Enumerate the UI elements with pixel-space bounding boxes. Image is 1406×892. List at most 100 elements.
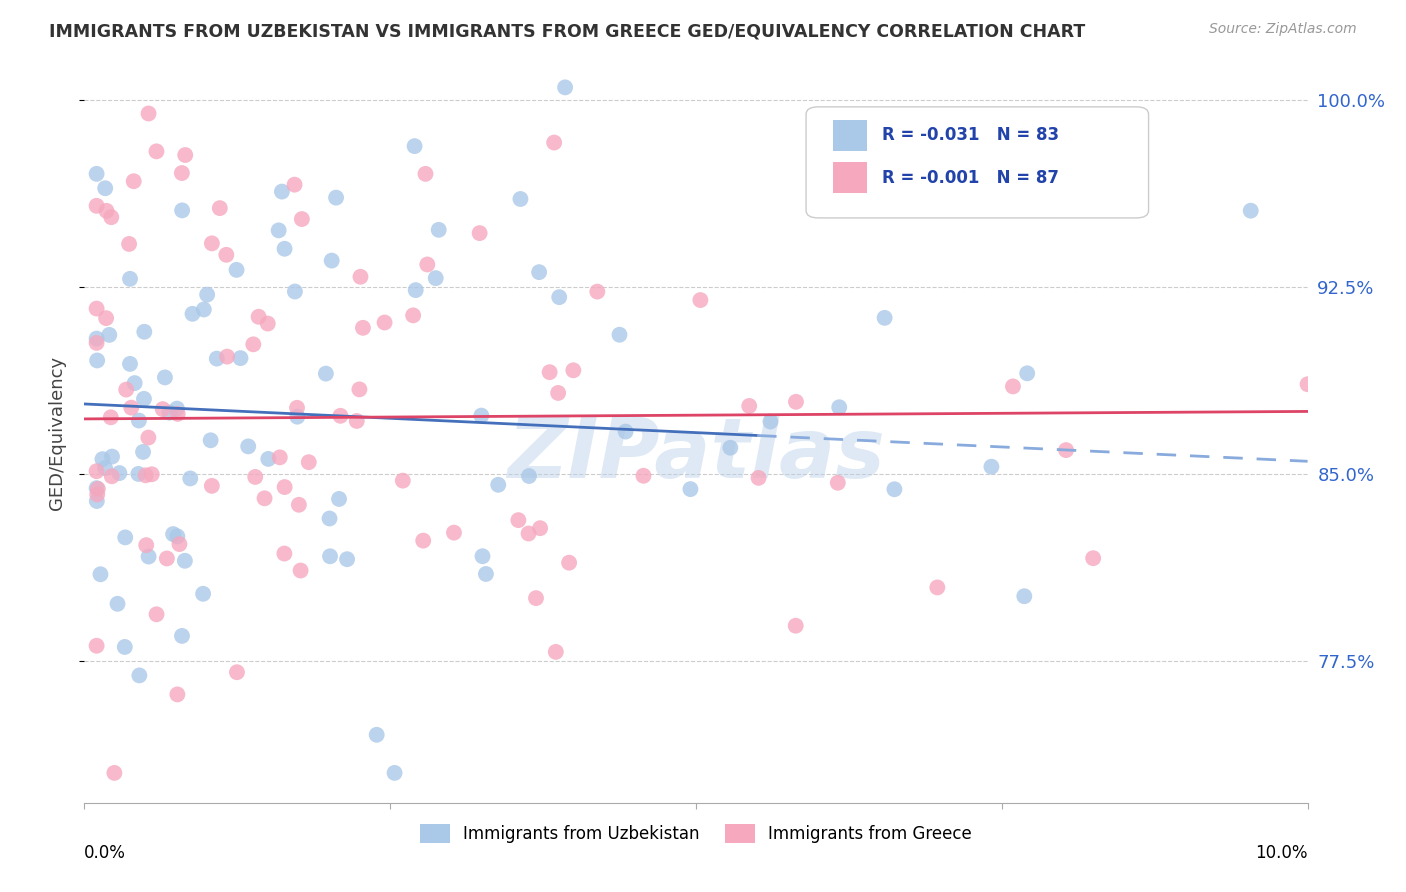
Point (138, 431, 160, 445)
Point (1014, 589, 1036, 603)
Point (927, 581, 949, 595)
Point (152, 402, 174, 417)
Point (86, 301, 108, 316)
Point (122, 174, 145, 188)
Point (273, 480, 295, 494)
Text: 10.0%: 10.0% (1256, 844, 1308, 862)
Point (247, 310, 270, 324)
Point (328, 491, 350, 506)
Point (517, 469, 540, 483)
Point (141, 467, 163, 482)
Point (405, 283, 427, 297)
Point (349, 383, 371, 397)
Point (679, 482, 702, 496)
Point (470, 409, 492, 423)
Point (547, 386, 569, 401)
Point (425, 271, 447, 285)
Point (738, 399, 761, 413)
Point (827, 475, 849, 490)
Point (195, 287, 218, 301)
Point (96, 203, 118, 218)
Point (384, 765, 406, 780)
Point (415, 167, 437, 181)
Point (115, 383, 138, 397)
Point (609, 327, 631, 342)
Point (269, 450, 291, 465)
Point (284, 285, 307, 299)
Point (86, 335, 108, 350)
Point (225, 263, 247, 277)
Point (527, 265, 550, 279)
Y-axis label: GED/Equivalency: GED/Equivalency (48, 356, 66, 509)
Point (508, 513, 530, 527)
Point (238, 439, 260, 453)
Point (166, 401, 188, 416)
Point (138, 106, 160, 120)
Legend: Immigrants from Uzbekistan, Immigrants from Greece: Immigrants from Uzbekistan, Immigrants f… (413, 817, 979, 850)
Point (257, 451, 280, 466)
Point (785, 618, 807, 632)
Point (174, 148, 197, 162)
Point (614, 425, 637, 439)
Point (759, 415, 782, 429)
Point (517, 526, 540, 541)
Point (91, 452, 114, 467)
Point (120, 401, 142, 415)
Point (215, 248, 238, 262)
Point (325, 191, 347, 205)
Point (170, 166, 193, 180)
Point (1081, 551, 1104, 566)
Point (1001, 379, 1024, 393)
Point (166, 529, 188, 543)
Point (1240, 203, 1263, 218)
Point (529, 521, 551, 535)
Point (321, 253, 343, 268)
Point (145, 607, 167, 622)
Text: IMMIGRANTS FROM UZBEKISTAN VS IMMIGRANTS FROM GREECE GED/EQUIVALENCY CORRELATION: IMMIGRANTS FROM UZBEKISTAN VS IMMIGRANTS… (49, 22, 1085, 40)
Point (181, 307, 204, 321)
Point (193, 302, 215, 317)
Point (132, 392, 155, 406)
Point (273, 242, 295, 256)
Point (86, 481, 108, 495)
Point (101, 450, 124, 464)
Point (135, 538, 157, 552)
Point (391, 474, 413, 488)
FancyBboxPatch shape (832, 120, 868, 151)
Point (98, 327, 121, 342)
Point (486, 477, 509, 491)
Point (346, 414, 368, 428)
Point (172, 203, 194, 218)
Point (191, 587, 214, 601)
Point (443, 525, 465, 540)
Text: ZIPatlas: ZIPatlas (508, 414, 884, 495)
Text: Source: ZipAtlas.com: Source: ZipAtlas.com (1209, 22, 1357, 37)
Point (94, 181, 117, 195)
Text: 0.0%: 0.0% (84, 844, 127, 862)
Point (1054, 443, 1077, 458)
Point (153, 370, 176, 384)
Point (132, 445, 155, 459)
Point (100, 210, 122, 224)
FancyBboxPatch shape (832, 162, 868, 194)
Point (166, 407, 188, 421)
Point (114, 530, 136, 544)
Point (135, 468, 157, 483)
Point (208, 201, 231, 215)
Point (329, 409, 352, 423)
Point (267, 223, 290, 237)
Point (318, 511, 340, 525)
Text: R = -0.031   N = 83: R = -0.031 N = 83 (882, 127, 1059, 145)
Point (138, 549, 160, 564)
Point (128, 413, 150, 427)
Point (173, 554, 195, 568)
Point (349, 269, 371, 284)
Point (475, 566, 498, 581)
Point (748, 471, 770, 485)
Point (86, 199, 108, 213)
Point (86, 464, 108, 478)
Point (366, 728, 388, 742)
Point (554, 80, 576, 95)
Point (118, 272, 141, 286)
Point (586, 285, 609, 299)
